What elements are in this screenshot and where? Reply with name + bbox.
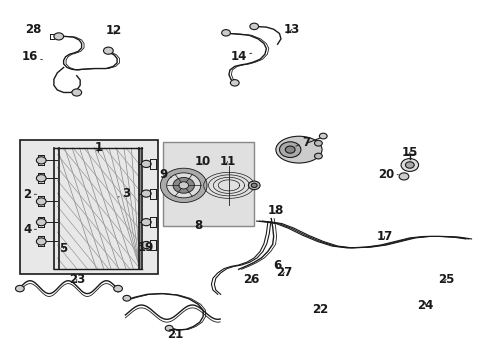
Text: 9: 9 [159,168,171,181]
Text: 14: 14 [230,50,251,63]
Circle shape [141,242,151,249]
Text: 25: 25 [437,273,453,286]
Circle shape [122,296,130,301]
Circle shape [285,146,294,153]
Text: 1: 1 [94,141,102,154]
Text: 12: 12 [106,24,122,37]
Circle shape [230,80,239,86]
Circle shape [114,285,122,292]
Text: 27: 27 [276,266,292,279]
Text: 28: 28 [25,23,41,36]
Circle shape [141,190,151,197]
Bar [163,143,254,226]
Circle shape [141,160,151,167]
Circle shape [54,33,63,40]
Circle shape [251,183,257,188]
Text: 24: 24 [416,298,433,311]
Text: 2: 2 [23,188,37,201]
Text: 10: 10 [195,155,211,168]
Circle shape [36,157,46,164]
Circle shape [248,181,260,190]
Circle shape [319,133,326,139]
Circle shape [405,162,413,168]
Circle shape [249,23,258,30]
Circle shape [165,325,173,331]
Circle shape [221,30,230,36]
Circle shape [36,219,46,226]
Circle shape [400,158,418,171]
Circle shape [166,173,201,198]
Text: 11: 11 [219,155,235,168]
Circle shape [314,140,322,146]
Text: 22: 22 [311,303,327,316]
Text: 4: 4 [23,223,37,236]
Circle shape [16,285,24,292]
Circle shape [141,219,151,226]
Text: 6: 6 [273,258,281,271]
Text: 3: 3 [118,187,130,200]
Circle shape [72,89,81,96]
Circle shape [36,238,46,245]
Text: 16: 16 [21,50,42,63]
Text: 21: 21 [167,328,183,341]
Text: 7: 7 [295,136,309,149]
Circle shape [314,153,322,159]
Text: 26: 26 [243,273,260,286]
Text: 19: 19 [138,240,154,254]
Circle shape [160,168,206,203]
Text: 23: 23 [68,273,85,286]
Circle shape [279,142,300,157]
Circle shape [173,177,194,193]
Circle shape [398,173,408,180]
Circle shape [179,182,188,189]
Circle shape [103,47,113,54]
Circle shape [36,175,46,182]
Text: 17: 17 [376,230,392,243]
Text: 18: 18 [267,204,284,217]
Text: 8: 8 [194,219,202,232]
Ellipse shape [275,136,322,163]
Text: 13: 13 [284,23,300,36]
Text: 15: 15 [401,146,417,159]
Text: 5: 5 [60,242,68,255]
Circle shape [36,198,46,205]
Text: 20: 20 [377,168,397,181]
Bar [20,140,158,274]
